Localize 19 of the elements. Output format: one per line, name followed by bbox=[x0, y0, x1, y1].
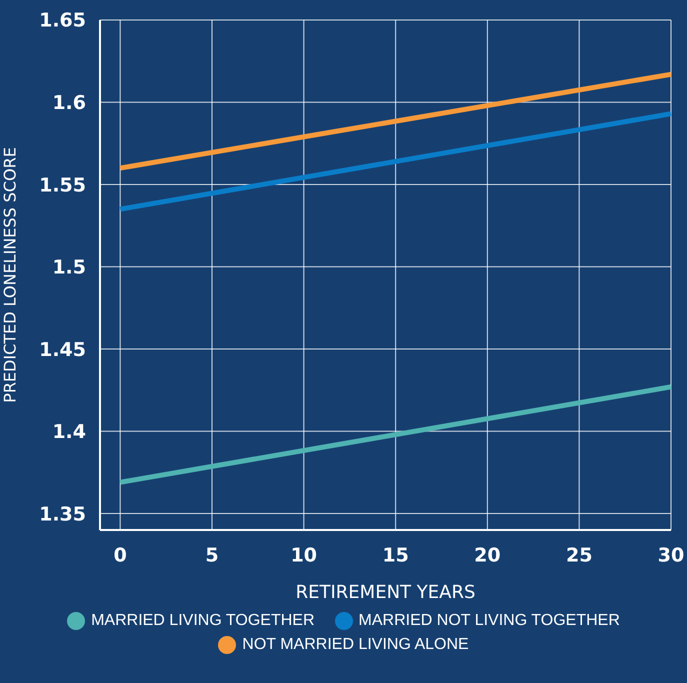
x-tick-label: 5 bbox=[205, 544, 219, 566]
x-tick-label: 0 bbox=[114, 544, 127, 566]
x-tick-label: 10 bbox=[290, 544, 318, 566]
y-tick-label: 1.6 bbox=[52, 92, 86, 114]
x-tick-label: 30 bbox=[658, 544, 684, 566]
x-tick-label: 20 bbox=[474, 544, 501, 566]
y-tick-label: 1.35 bbox=[39, 503, 86, 526]
x-tick-label: 15 bbox=[382, 544, 409, 566]
x-tick-label: 25 bbox=[566, 544, 592, 566]
legend-label: NOT MARRIED LIVING ALONE bbox=[242, 636, 469, 654]
y-tick-label: 1.5 bbox=[52, 256, 86, 279]
legend-label: MARRIED LIVING TOGETHER bbox=[91, 612, 315, 630]
x-axis-title: RETIREMENT YEARS bbox=[296, 582, 476, 603]
y-tick-label: 1.45 bbox=[39, 338, 86, 361]
y-axis-title: PREDICTED LONELINESS SCORE bbox=[0, 147, 20, 403]
y-tick-label: 1.65 bbox=[39, 10, 86, 32]
y-tick-label: 1.55 bbox=[39, 174, 86, 196]
legend-label: MARRIED NOT LIVING TOGETHER bbox=[358, 612, 620, 630]
y-tick-label: 1.4 bbox=[52, 421, 86, 444]
